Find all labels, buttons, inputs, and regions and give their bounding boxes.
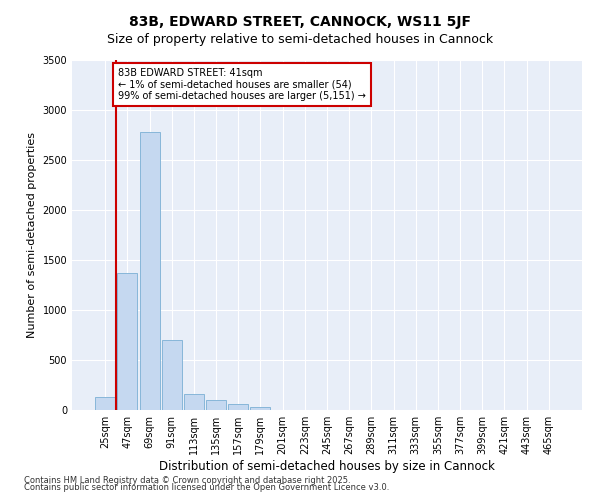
Text: Contains public sector information licensed under the Open Government Licence v3: Contains public sector information licen… [24,484,389,492]
Bar [162,340,182,410]
Bar [228,404,248,410]
Bar [206,400,226,410]
Y-axis label: Number of semi-detached properties: Number of semi-detached properties [27,132,37,338]
Text: Contains HM Land Registry data © Crown copyright and database right 2025.: Contains HM Land Registry data © Crown c… [24,476,350,485]
Text: Size of property relative to semi-detached houses in Cannock: Size of property relative to semi-detach… [107,32,493,46]
Bar [184,394,204,410]
X-axis label: Distribution of semi-detached houses by size in Cannock: Distribution of semi-detached houses by … [159,460,495,473]
Text: 83B, EDWARD STREET, CANNOCK, WS11 5JF: 83B, EDWARD STREET, CANNOCK, WS11 5JF [129,15,471,29]
Bar [118,273,137,410]
Bar [95,397,115,410]
Bar [140,132,160,410]
Text: 83B EDWARD STREET: 41sqm
← 1% of semi-detached houses are smaller (54)
99% of se: 83B EDWARD STREET: 41sqm ← 1% of semi-de… [118,68,366,101]
Bar [250,406,271,410]
